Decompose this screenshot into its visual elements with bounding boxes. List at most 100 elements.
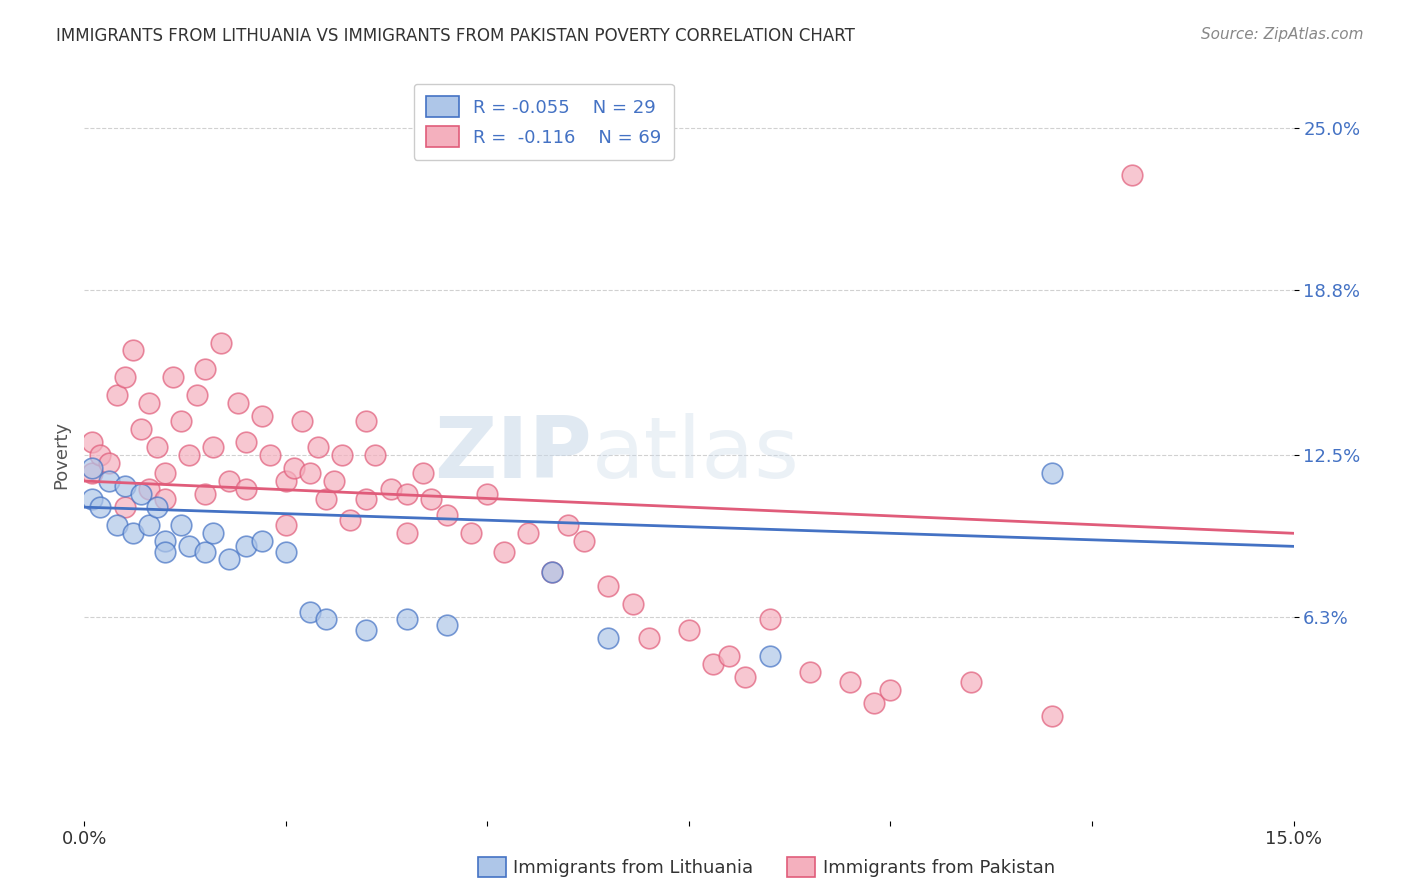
Point <box>299 605 322 619</box>
Point <box>202 440 225 454</box>
Point <box>146 440 169 454</box>
Point <box>516 526 538 541</box>
Point <box>153 466 176 480</box>
Point <box>274 474 297 488</box>
Point <box>250 409 273 423</box>
Point <box>307 440 329 454</box>
Point <box>153 544 176 558</box>
Point <box>356 623 378 637</box>
Point <box>541 566 564 580</box>
Point <box>114 369 136 384</box>
Point <box>105 388 128 402</box>
Point <box>1040 709 1063 723</box>
Point <box>129 422 152 436</box>
Point <box>412 466 434 480</box>
Point <box>299 466 322 480</box>
Point <box>323 474 346 488</box>
Point <box>395 613 418 627</box>
Point <box>315 492 337 507</box>
Point <box>202 526 225 541</box>
Point <box>380 482 402 496</box>
Point <box>492 544 515 558</box>
Point <box>678 623 700 637</box>
Point <box>153 534 176 549</box>
Point <box>82 466 104 480</box>
Point <box>436 617 458 632</box>
Point <box>420 492 443 507</box>
Text: Source: ZipAtlas.com: Source: ZipAtlas.com <box>1201 27 1364 42</box>
Point <box>395 526 418 541</box>
Point <box>315 613 337 627</box>
Point <box>734 670 756 684</box>
Point <box>138 518 160 533</box>
Point <box>572 534 595 549</box>
Point <box>598 631 620 645</box>
Point <box>97 456 120 470</box>
Point <box>179 448 201 462</box>
Point <box>621 597 644 611</box>
Point <box>186 388 208 402</box>
Point <box>879 683 901 698</box>
Point <box>250 534 273 549</box>
Point <box>274 518 297 533</box>
Point <box>799 665 821 679</box>
Point <box>235 434 257 449</box>
Point <box>82 461 104 475</box>
Text: Immigrants from Pakistan: Immigrants from Pakistan <box>823 859 1054 877</box>
Point <box>356 414 378 428</box>
Point <box>330 448 353 462</box>
Point <box>637 631 659 645</box>
Point <box>598 578 620 592</box>
Point <box>114 479 136 493</box>
Point <box>460 526 482 541</box>
Point <box>1040 466 1063 480</box>
Point <box>395 487 418 501</box>
Point <box>274 544 297 558</box>
Legend: R = -0.055    N = 29, R =  -0.116    N = 69: R = -0.055 N = 29, R = -0.116 N = 69 <box>413 84 673 160</box>
Point <box>97 474 120 488</box>
Point <box>235 539 257 553</box>
Point <box>477 487 499 501</box>
Point <box>339 513 361 527</box>
Point <box>436 508 458 522</box>
Point <box>557 518 579 533</box>
Point <box>82 492 104 507</box>
Point <box>89 448 111 462</box>
Point <box>702 657 724 671</box>
Point <box>235 482 257 496</box>
Point <box>129 487 152 501</box>
Point <box>121 526 143 541</box>
Point <box>218 552 240 566</box>
Y-axis label: Poverty: Poverty <box>52 421 70 489</box>
Point <box>291 414 314 428</box>
Point <box>121 343 143 358</box>
Point <box>259 448 281 462</box>
Point <box>170 518 193 533</box>
Point <box>541 566 564 580</box>
Point <box>283 461 305 475</box>
Point <box>82 434 104 449</box>
Point <box>863 696 886 710</box>
Point <box>138 482 160 496</box>
Text: atlas: atlas <box>592 413 800 497</box>
Text: Immigrants from Lithuania: Immigrants from Lithuania <box>513 859 754 877</box>
Point <box>363 448 385 462</box>
Point <box>138 395 160 409</box>
Point <box>153 492 176 507</box>
Point <box>146 500 169 515</box>
Point <box>758 613 780 627</box>
Point <box>194 544 217 558</box>
Point <box>105 518 128 533</box>
Point <box>839 675 862 690</box>
Point <box>170 414 193 428</box>
Point <box>89 500 111 515</box>
Text: IMMIGRANTS FROM LITHUANIA VS IMMIGRANTS FROM PAKISTAN POVERTY CORRELATION CHART: IMMIGRANTS FROM LITHUANIA VS IMMIGRANTS … <box>56 27 855 45</box>
Point <box>162 369 184 384</box>
Point <box>194 487 217 501</box>
Point <box>114 500 136 515</box>
Point <box>179 539 201 553</box>
Point <box>758 649 780 664</box>
Point <box>209 335 232 350</box>
Point <box>718 649 741 664</box>
Point <box>356 492 378 507</box>
